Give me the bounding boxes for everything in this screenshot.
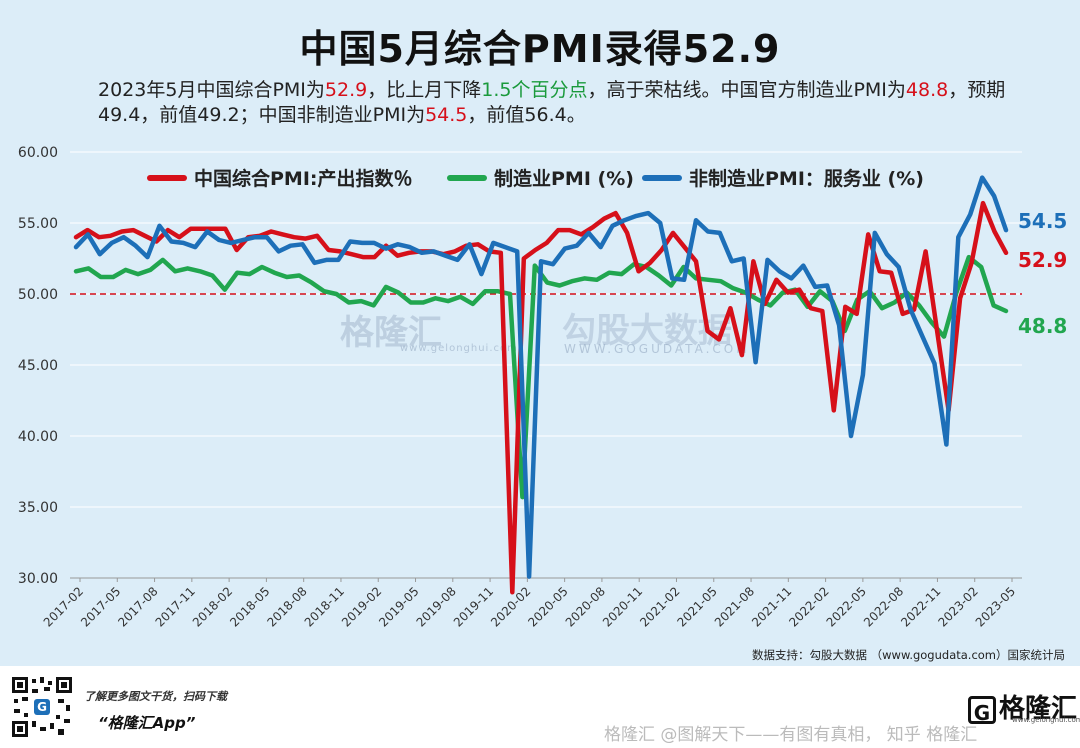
y-axis-ticks: 30.00 35.00 40.00 45.00 50.00 55.00 60.00	[18, 145, 58, 587]
legend-label-0: 中国综合PMI:产出指数％	[194, 167, 413, 190]
x-tick-label: 2020-08	[563, 584, 608, 629]
pmi-line-chart: 30.00 35.00 40.00 45.00 50.00 55.00 60.00 2017…	[18, 145, 1067, 630]
footer-app-name[interactable]: “格隆汇App”	[98, 714, 196, 732]
footer-promo-text: 了解更多图文干货，扫码下载	[84, 690, 227, 703]
subtitle-text-3: ，高于荣枯线。中国官方制造业PMI为	[587, 79, 906, 101]
x-tick-label: 2017-05	[78, 584, 123, 629]
series-line-0	[73, 200, 1009, 595]
chart-gridlines	[70, 151, 1022, 579]
x-tick-label: 2022-08	[861, 584, 906, 629]
series-line-2	[73, 175, 1009, 579]
x-tick-label: 2021-02	[637, 584, 682, 629]
subtitle-value-composite: 52.9	[324, 79, 368, 101]
x-tick-label: 2021-05	[675, 584, 720, 629]
subtitle-value-manufacturing: 48.8	[905, 79, 949, 101]
y-tick-label: 60.00	[18, 145, 58, 161]
bottom-watermark: 格隆汇 @图解天下——有图有真相， 知乎 格隆汇	[604, 725, 978, 745]
brand-logo-icon: G	[968, 695, 996, 725]
subtitle-text-2: ，比上月下降	[367, 79, 482, 101]
series-end-labels: 52.9 48.8 54.5	[1018, 209, 1067, 338]
x-tick-label: 2023-02	[935, 584, 980, 629]
x-tick-label: 2019-02	[339, 584, 384, 629]
x-tick-label: 2019-05	[376, 584, 421, 629]
qr-code-icon[interactable]: G	[10, 675, 74, 739]
x-tick-label: 2021-08	[712, 584, 757, 629]
x-tick-label: 2017-11	[153, 584, 198, 629]
x-tick-label: 2022-11	[898, 584, 943, 629]
x-tick-label: 2017-08	[115, 584, 160, 629]
watermark-brand-gelonghui: 格隆汇	[340, 313, 442, 353]
chart-legend: 中国综合PMI:产出指数％ 制造业PMI (%) 非制造业PMI：服务业 (%)	[147, 167, 924, 190]
brand-logo-text: 格隆汇	[999, 694, 1078, 724]
brand-logo: G 格隆汇	[968, 688, 1077, 725]
legend-label-1: 制造业PMI (%)	[494, 167, 634, 190]
svg-text:G: G	[37, 700, 47, 714]
y-tick-label: 50.00	[18, 287, 58, 303]
subtitle-text-4: ，预期49.4，前值49.2；中国非制造业PMI为	[98, 79, 1006, 126]
y-tick-label: 35.00	[18, 500, 58, 516]
x-tick-label: 2023-05	[973, 584, 1018, 629]
footer: G 了解更多图文干货，扫码下载 “格隆汇App” 格隆汇 @图解天下——有图有真…	[0, 666, 1080, 748]
legend-label-2: 非制造业PMI：服务业 (%)	[689, 167, 924, 190]
x-tick-label: 2022-05	[824, 584, 869, 629]
x-tick-label: 2019-11	[451, 584, 496, 629]
watermark-brand-gelonghui-url: www.gelonghui.com	[400, 343, 518, 354]
y-tick-label: 45.00	[18, 358, 58, 374]
source-note: 数据支持：勾股大数据 （www.gogudata.com）国家统计局	[752, 648, 1066, 662]
brand-url: www.gelonghui.com	[1012, 716, 1080, 724]
end-label-1: 48.8	[1018, 314, 1067, 338]
x-axis-ticks: 2017-022017-052017-082017-112018-022018-…	[41, 578, 1018, 630]
y-tick-label: 30.00	[18, 571, 58, 587]
x-tick-label: 2022-02	[786, 584, 831, 629]
watermark-brand-gogudata-url: WWW.GOGUDATA.COM	[564, 342, 750, 356]
x-tick-label: 2018-02	[190, 584, 235, 629]
x-tick-label: 2020-11	[600, 584, 645, 629]
y-tick-label: 55.00	[18, 216, 58, 232]
subtitle-value-change: 1.5个百分点	[481, 79, 588, 101]
x-tick-label: 2020-05	[525, 584, 570, 629]
x-tick-label: 2019-08	[414, 584, 459, 629]
page-title: 中国5月综合PMI录得52.9	[299, 27, 781, 71]
x-tick-label: 2021-11	[749, 584, 794, 629]
subtitle-value-nonmanufacturing: 54.5	[425, 104, 468, 126]
y-tick-label: 40.00	[18, 429, 58, 445]
x-tick-label: 2018-11	[302, 584, 347, 629]
x-tick-label: 2017-02	[41, 584, 86, 629]
chart-series	[73, 175, 1009, 595]
subtitle: 2023年5月中国综合PMI为52.9，比上月下降1.5个百分点，高于荣枯线。中…	[98, 78, 1028, 128]
subtitle-text-5: ，前值56.4。	[467, 104, 586, 126]
end-label-2: 54.5	[1018, 209, 1067, 233]
subtitle-text-1: 2023年5月中国综合PMI为	[98, 79, 325, 101]
end-label-0: 52.9	[1018, 248, 1067, 272]
x-tick-label: 2018-05	[227, 584, 272, 629]
x-tick-label: 2018-08	[264, 584, 309, 629]
